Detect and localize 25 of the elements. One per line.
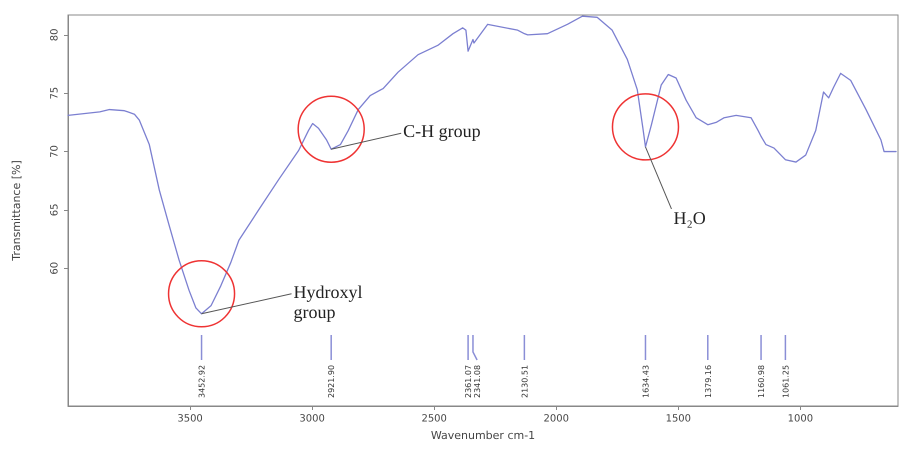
x-tick-label: 2500 — [421, 414, 447, 424]
x-tick-label: 3000 — [299, 414, 325, 424]
annotation: 2361.07 — [464, 364, 474, 398]
annotation: 1634.43 — [641, 364, 650, 398]
annotation: C-H group — [403, 121, 481, 142]
x-tick-label: 2000 — [544, 414, 569, 424]
annotation: 1160.98 — [757, 364, 766, 398]
annotation: 1379.16 — [704, 364, 713, 398]
x-tick-label: 1000 — [788, 414, 814, 424]
annotation: 2921.90 — [327, 364, 336, 398]
x-tick-label: 3500 — [177, 414, 203, 424]
x-axis-title: Wavenumber cm-1 — [430, 429, 536, 442]
y-axis-title: Transmittance [%] — [10, 160, 23, 262]
annotation: Hydroxyl group — [294, 282, 364, 322]
annotation: 2130.51 — [520, 364, 530, 398]
annotation: 3452.92 — [198, 364, 207, 398]
y-tick-label: 80 — [50, 28, 60, 42]
annotation: 2341.08 — [473, 364, 482, 398]
y-tick-label: 70 — [50, 145, 60, 158]
y-tick-label: 65 — [50, 204, 60, 216]
y-tick-label: 75 — [50, 86, 60, 100]
y-tick-label: 60 — [50, 262, 60, 275]
annotation: 1061.25 — [781, 364, 790, 398]
annotation: H₂O — [673, 208, 706, 229]
x-tick-label: 1500 — [666, 414, 692, 424]
